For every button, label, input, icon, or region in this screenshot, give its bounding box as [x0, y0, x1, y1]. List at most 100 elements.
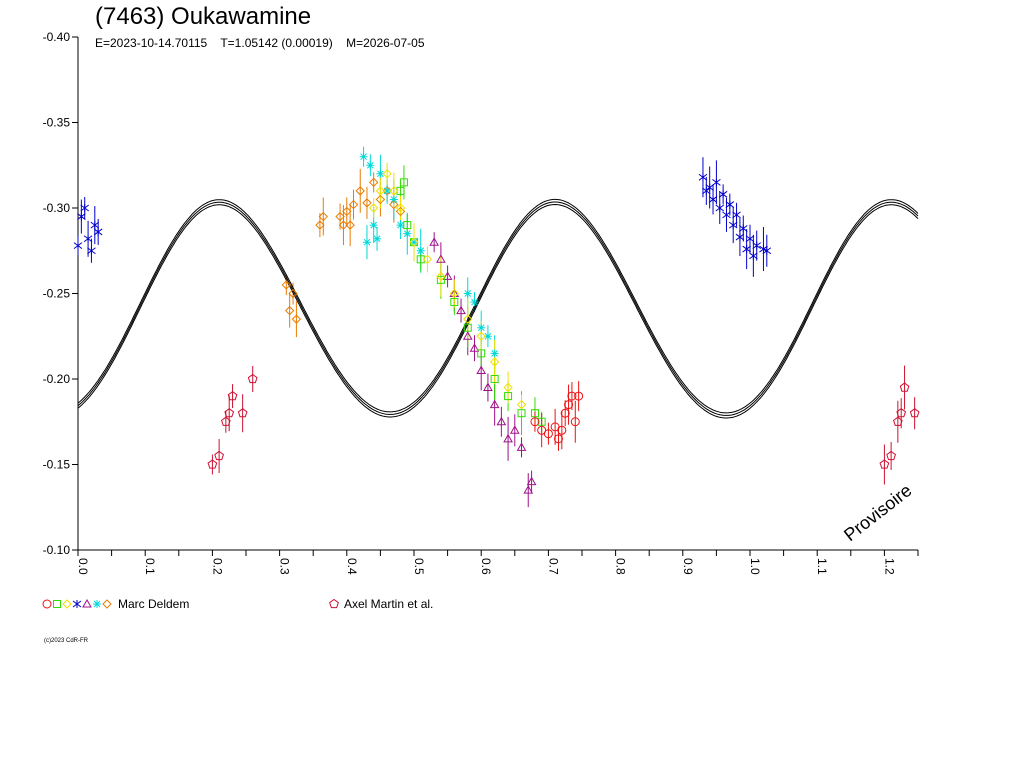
- data-point: [389, 195, 398, 204]
- data-point: [560, 408, 570, 418]
- data-point: [752, 241, 762, 250]
- x-tick-label: 0.0: [76, 558, 90, 575]
- x-tick-label: 0.2: [210, 558, 224, 575]
- data-points: [73, 152, 920, 494]
- data-point: [315, 220, 325, 230]
- data-point: [462, 331, 473, 340]
- data-point: [72, 600, 82, 608]
- data-point: [749, 251, 758, 260]
- data-point: [489, 357, 500, 367]
- epoch-text: E=2023-10-14.70115: [95, 36, 208, 50]
- data-point: [909, 408, 920, 418]
- data-point: [715, 204, 725, 212]
- data-point: [762, 246, 772, 255]
- data-point: [338, 220, 349, 230]
- x-tick-label: 1.2: [882, 558, 896, 575]
- data-point: [537, 417, 546, 426]
- data-point: [879, 459, 890, 469]
- data-point: [523, 485, 534, 494]
- data-point: [738, 224, 748, 233]
- data-point: [449, 288, 460, 297]
- data-point: [102, 599, 112, 609]
- x-tick-label: 1.0: [748, 558, 762, 575]
- data-point: [526, 476, 537, 486]
- data-point: [345, 220, 355, 230]
- data-point: [728, 221, 738, 230]
- data-point: [564, 400, 574, 410]
- data-point: [477, 349, 486, 358]
- data-point: [570, 417, 580, 427]
- y-tick-label: -0.10: [43, 543, 71, 557]
- data-point: [567, 391, 577, 401]
- data-point: [490, 349, 499, 358]
- data-point: [456, 305, 466, 315]
- data-point: [745, 234, 755, 243]
- x-tick-label: 0.3: [278, 558, 292, 575]
- data-point: [362, 238, 371, 247]
- data-point: [403, 229, 412, 238]
- legend-label-axel-martin: Axel Martin et al.: [344, 597, 433, 611]
- data-point: [722, 210, 731, 219]
- data-point: [362, 198, 372, 208]
- data-point: [489, 399, 500, 409]
- data-point: [530, 417, 540, 427]
- data-point: [463, 289, 472, 298]
- y-tick-label: -0.20: [43, 372, 71, 386]
- data-point: [436, 254, 446, 263]
- data-point: [436, 271, 446, 282]
- data-point: [291, 314, 302, 324]
- data-point: [742, 245, 751, 254]
- data-point: [82, 598, 92, 608]
- modified-date-text: M=2026-07-05: [346, 36, 425, 50]
- x-tick-label: 0.1: [143, 558, 157, 575]
- data-point: [416, 255, 425, 264]
- data-point: [329, 598, 339, 609]
- data-point: [90, 221, 100, 230]
- data-point: [207, 459, 218, 469]
- data-point: [509, 425, 520, 434]
- data-point: [284, 305, 295, 316]
- data-point: [318, 211, 328, 222]
- data-point: [237, 408, 248, 418]
- data-point: [517, 409, 526, 418]
- y-tick-label: -0.25: [43, 287, 71, 301]
- data-point: [373, 234, 382, 243]
- data-point: [395, 206, 406, 217]
- data-point: [476, 331, 486, 341]
- data-point: [708, 195, 718, 204]
- chart-title: (7463) Oukawamine: [95, 3, 312, 30]
- data-point: [348, 199, 359, 210]
- data-point: [490, 375, 499, 383]
- data-point: [382, 169, 392, 179]
- period-text: T=1.05142 (0.00019): [220, 36, 333, 50]
- data-point: [436, 275, 445, 284]
- data-point: [221, 416, 231, 426]
- y-tick-label: -0.40: [43, 30, 71, 44]
- data-point: [368, 177, 379, 188]
- data-point: [93, 227, 103, 236]
- data-point: [725, 200, 735, 209]
- x-tick-label: 1.1: [815, 558, 829, 575]
- data-point: [395, 203, 406, 213]
- data-point: [342, 206, 352, 217]
- data-point: [429, 237, 440, 246]
- x-tick-label: 0.8: [614, 558, 628, 575]
- y-tick-label: -0.30: [43, 201, 71, 215]
- x-tick-label: 0.4: [345, 558, 359, 575]
- data-point: [886, 450, 896, 461]
- data-point: [335, 211, 345, 222]
- data-point: [553, 434, 563, 444]
- data-point: [732, 210, 741, 219]
- data-point: [463, 314, 473, 324]
- data-point: [368, 203, 379, 213]
- x-tick-label: 0.6: [479, 558, 493, 575]
- model-curve: [77, 198, 919, 419]
- data-point: [403, 221, 412, 230]
- y-tick-label: -0.15: [43, 458, 71, 472]
- data-point: [504, 392, 513, 401]
- data-point: [224, 408, 235, 418]
- data-point: [53, 600, 61, 608]
- data-point: [62, 599, 72, 609]
- data-point: [503, 382, 513, 393]
